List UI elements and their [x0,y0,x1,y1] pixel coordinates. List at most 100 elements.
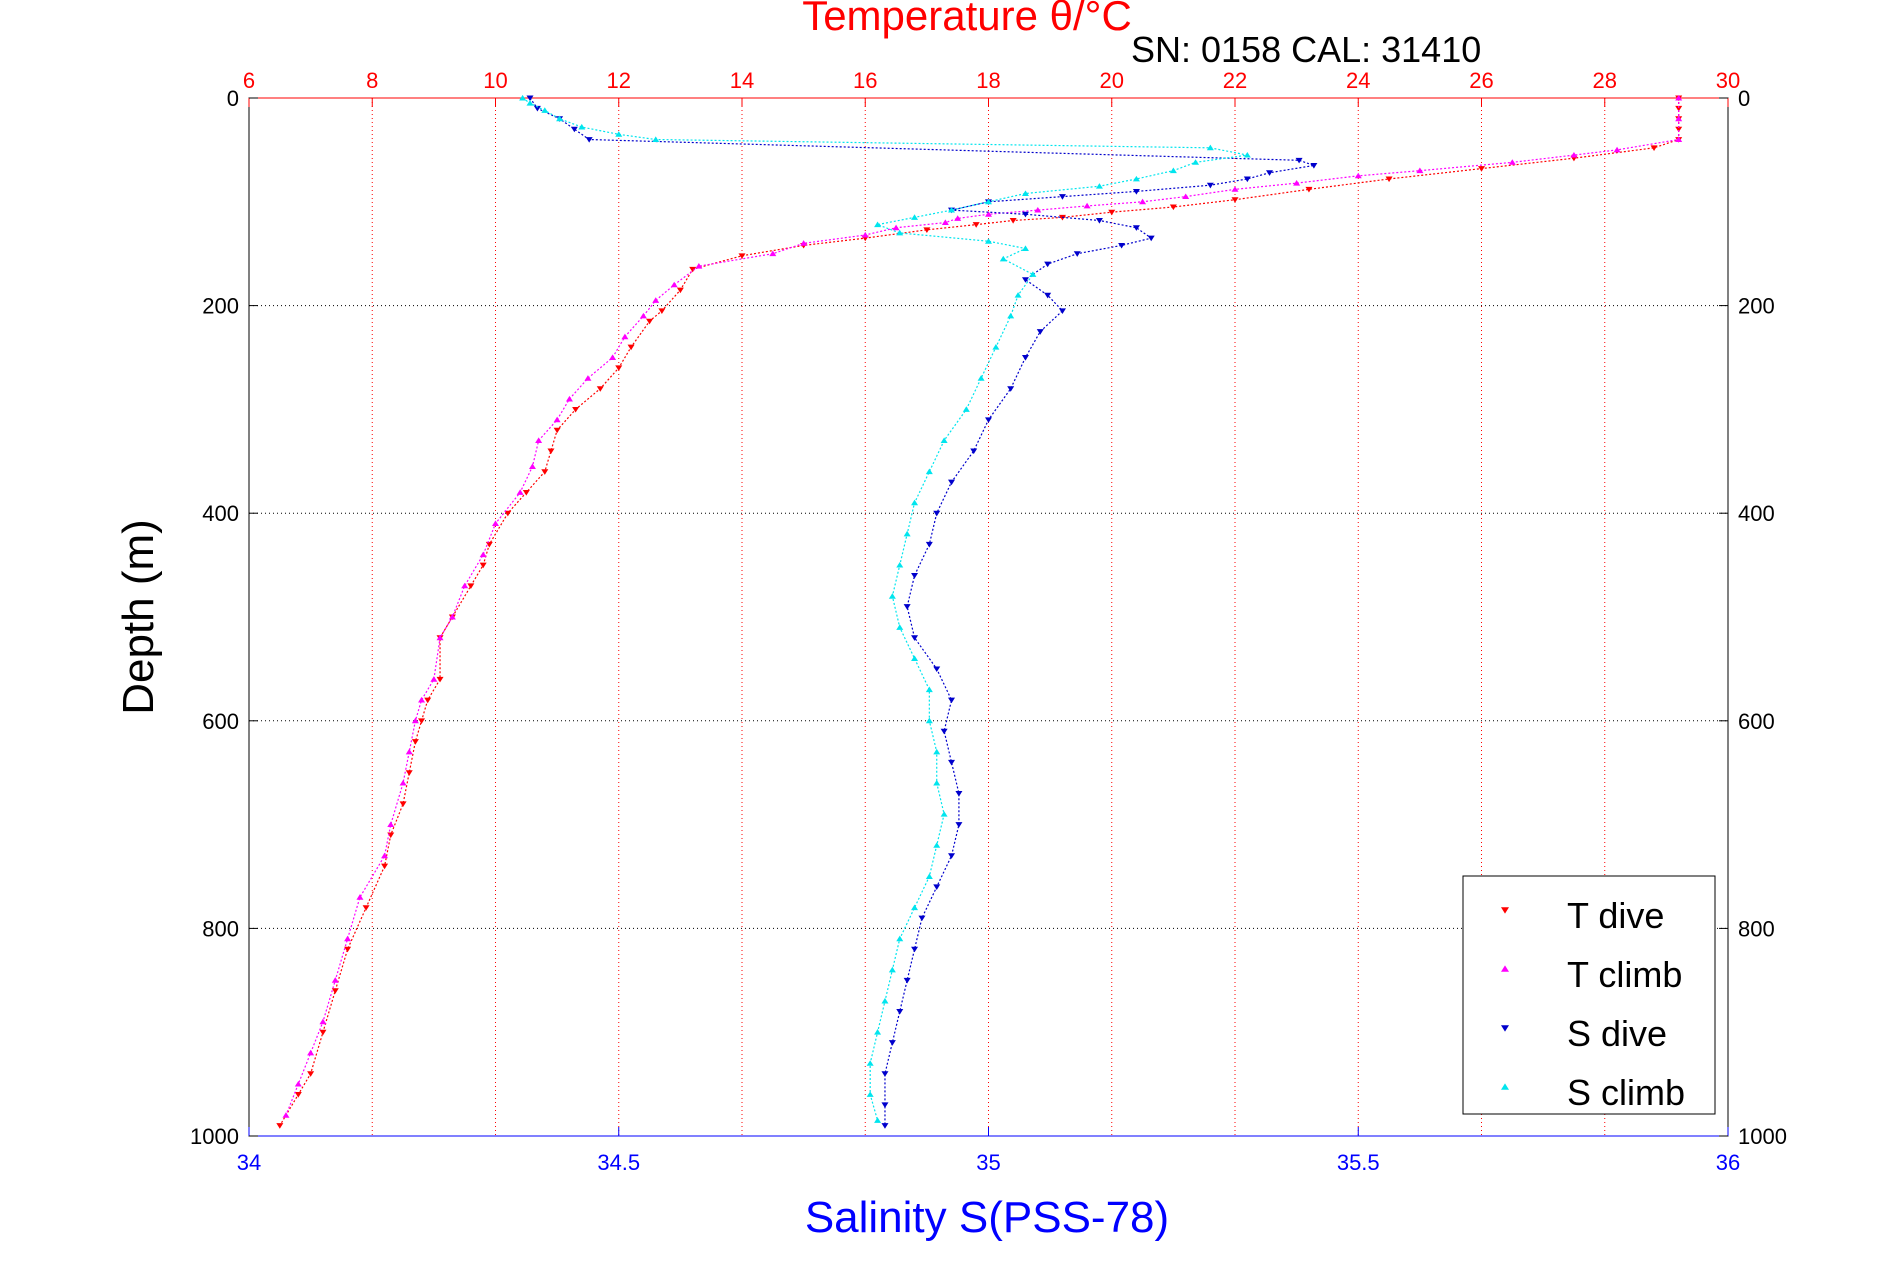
data-point-t-climb [565,395,573,402]
data-point-t-climb [1034,206,1042,213]
legend-marker-shape [1501,1083,1509,1090]
data-point-t-dive [1675,105,1683,112]
series-trace-s-climb [522,97,1248,1121]
legend: T dive T climb S dive S climb [1462,875,1716,1115]
data-point-t-climb [1293,179,1301,186]
data-point-t-dive [1169,204,1177,211]
data-point-t-climb [892,224,900,231]
data-point-t-dive [405,770,413,776]
data-point-s-climb [911,214,919,220]
data-point-s-dive [985,417,992,423]
data-point-s-climb [556,115,564,122]
temperature-tick-label: 12 [607,68,631,93]
data-point-s-climb [874,1117,882,1123]
data-point-t-climb [1570,151,1578,158]
legend-marker-s-climb [1501,1083,1509,1090]
data-point-t-climb [639,312,647,319]
data-point-s-dive [1243,176,1251,183]
data-point-t-dive [307,1071,315,1077]
data-point-s-climb [903,530,911,537]
data-point-s-climb [578,123,586,130]
data-point-t-dive [381,863,389,870]
data-point-s-climb [896,561,904,568]
legend-marker-t-climb [1501,965,1509,972]
data-point-t-dive [1385,176,1393,183]
data-point-t-dive [553,427,561,434]
legend-marker-shape [1501,907,1509,914]
data-point-s-dive [948,759,956,766]
depth-tick-label-left: 600 [202,709,239,734]
data-point-t-climb [670,281,678,288]
data-point-s-dive [940,728,948,735]
temperature-tick-label: 28 [1593,68,1617,93]
data-point-t-climb [1182,193,1190,200]
data-point-s-climb [1169,167,1177,174]
data-point-s-climb [1206,144,1214,151]
data-point-s-climb [948,206,956,213]
data-point-s-climb [933,748,941,755]
data-point-t-dive [418,718,426,724]
temperature-tick-label: 10 [483,68,507,93]
data-point-s-dive [1132,225,1140,231]
data-point-s-climb [874,1029,882,1035]
data-point-t-climb [344,935,352,942]
data-point-t-dive [319,1029,327,1036]
data-point-t-climb [769,250,777,257]
data-point-t-dive [411,739,419,745]
data-point-t-dive [436,676,444,683]
data-point-t-climb [448,613,456,620]
data-point-t-climb [479,551,487,558]
data-point-s-climb [925,686,933,693]
data-point-s-climb [1029,271,1037,277]
data-point-t-dive [923,227,931,233]
data-point-t-dive [541,469,549,475]
data-point-t-dive [646,318,654,325]
data-point-t-dive [1478,166,1485,172]
data-point-t-dive [344,946,352,953]
data-point-s-climb [1021,245,1029,251]
data-point-s-dive [1044,261,1052,268]
data-point-t-climb [411,717,419,724]
data-point-s-climb [933,842,941,848]
data-point-s-climb [1132,175,1140,182]
data-point-s-dive [911,946,919,953]
legend-entry-s-climb: S climb [1501,1072,1685,1113]
depth-tick-label-left: 400 [202,501,239,526]
data-point-t-dive [276,1123,284,1129]
series-trace-s-dive [529,97,1315,1126]
data-point-s-climb [911,904,919,911]
data-point-s-dive [933,884,941,891]
depth-tick-label-right: 200 [1738,294,1775,319]
legend-marker-s-dive [1501,1025,1509,1032]
temperature-tick-label: 18 [976,68,1000,93]
data-point-t-dive [504,510,512,517]
legend-marker-t-dive [1501,907,1509,914]
data-point-s-climb [519,94,527,101]
data-point-t-dive [596,386,604,392]
data-point-s-climb [911,655,919,661]
data-point-s-climb [1014,292,1022,298]
data-point-t-climb [800,240,808,246]
data-point-s-dive [888,1040,896,1046]
temperature-tick-label: 30 [1716,68,1740,93]
data-point-s-dive [881,1102,889,1109]
data-point-s-dive [896,1008,904,1015]
temperature-tick-label: 16 [853,68,877,93]
data-point-t-dive [1009,218,1017,224]
data-point-t-climb [1139,198,1147,205]
data-point-s-dive [955,791,963,797]
data-point-t-dive [1305,186,1313,193]
data-point-t-climb [356,894,364,900]
data-point-t-dive [627,344,635,351]
depth-tick-label-right: 800 [1738,916,1775,941]
data-point-t-climb [985,211,992,217]
data-point-s-dive [1021,355,1029,361]
data-point-s-dive [526,95,534,102]
data-point-t-dive [676,287,684,294]
data-point-t-climb [282,1112,290,1118]
data-point-s-dive [1132,188,1140,195]
data-point-s-climb [866,1060,874,1066]
data-point-s-dive [955,822,963,828]
data-point-s-dive [1295,157,1303,164]
